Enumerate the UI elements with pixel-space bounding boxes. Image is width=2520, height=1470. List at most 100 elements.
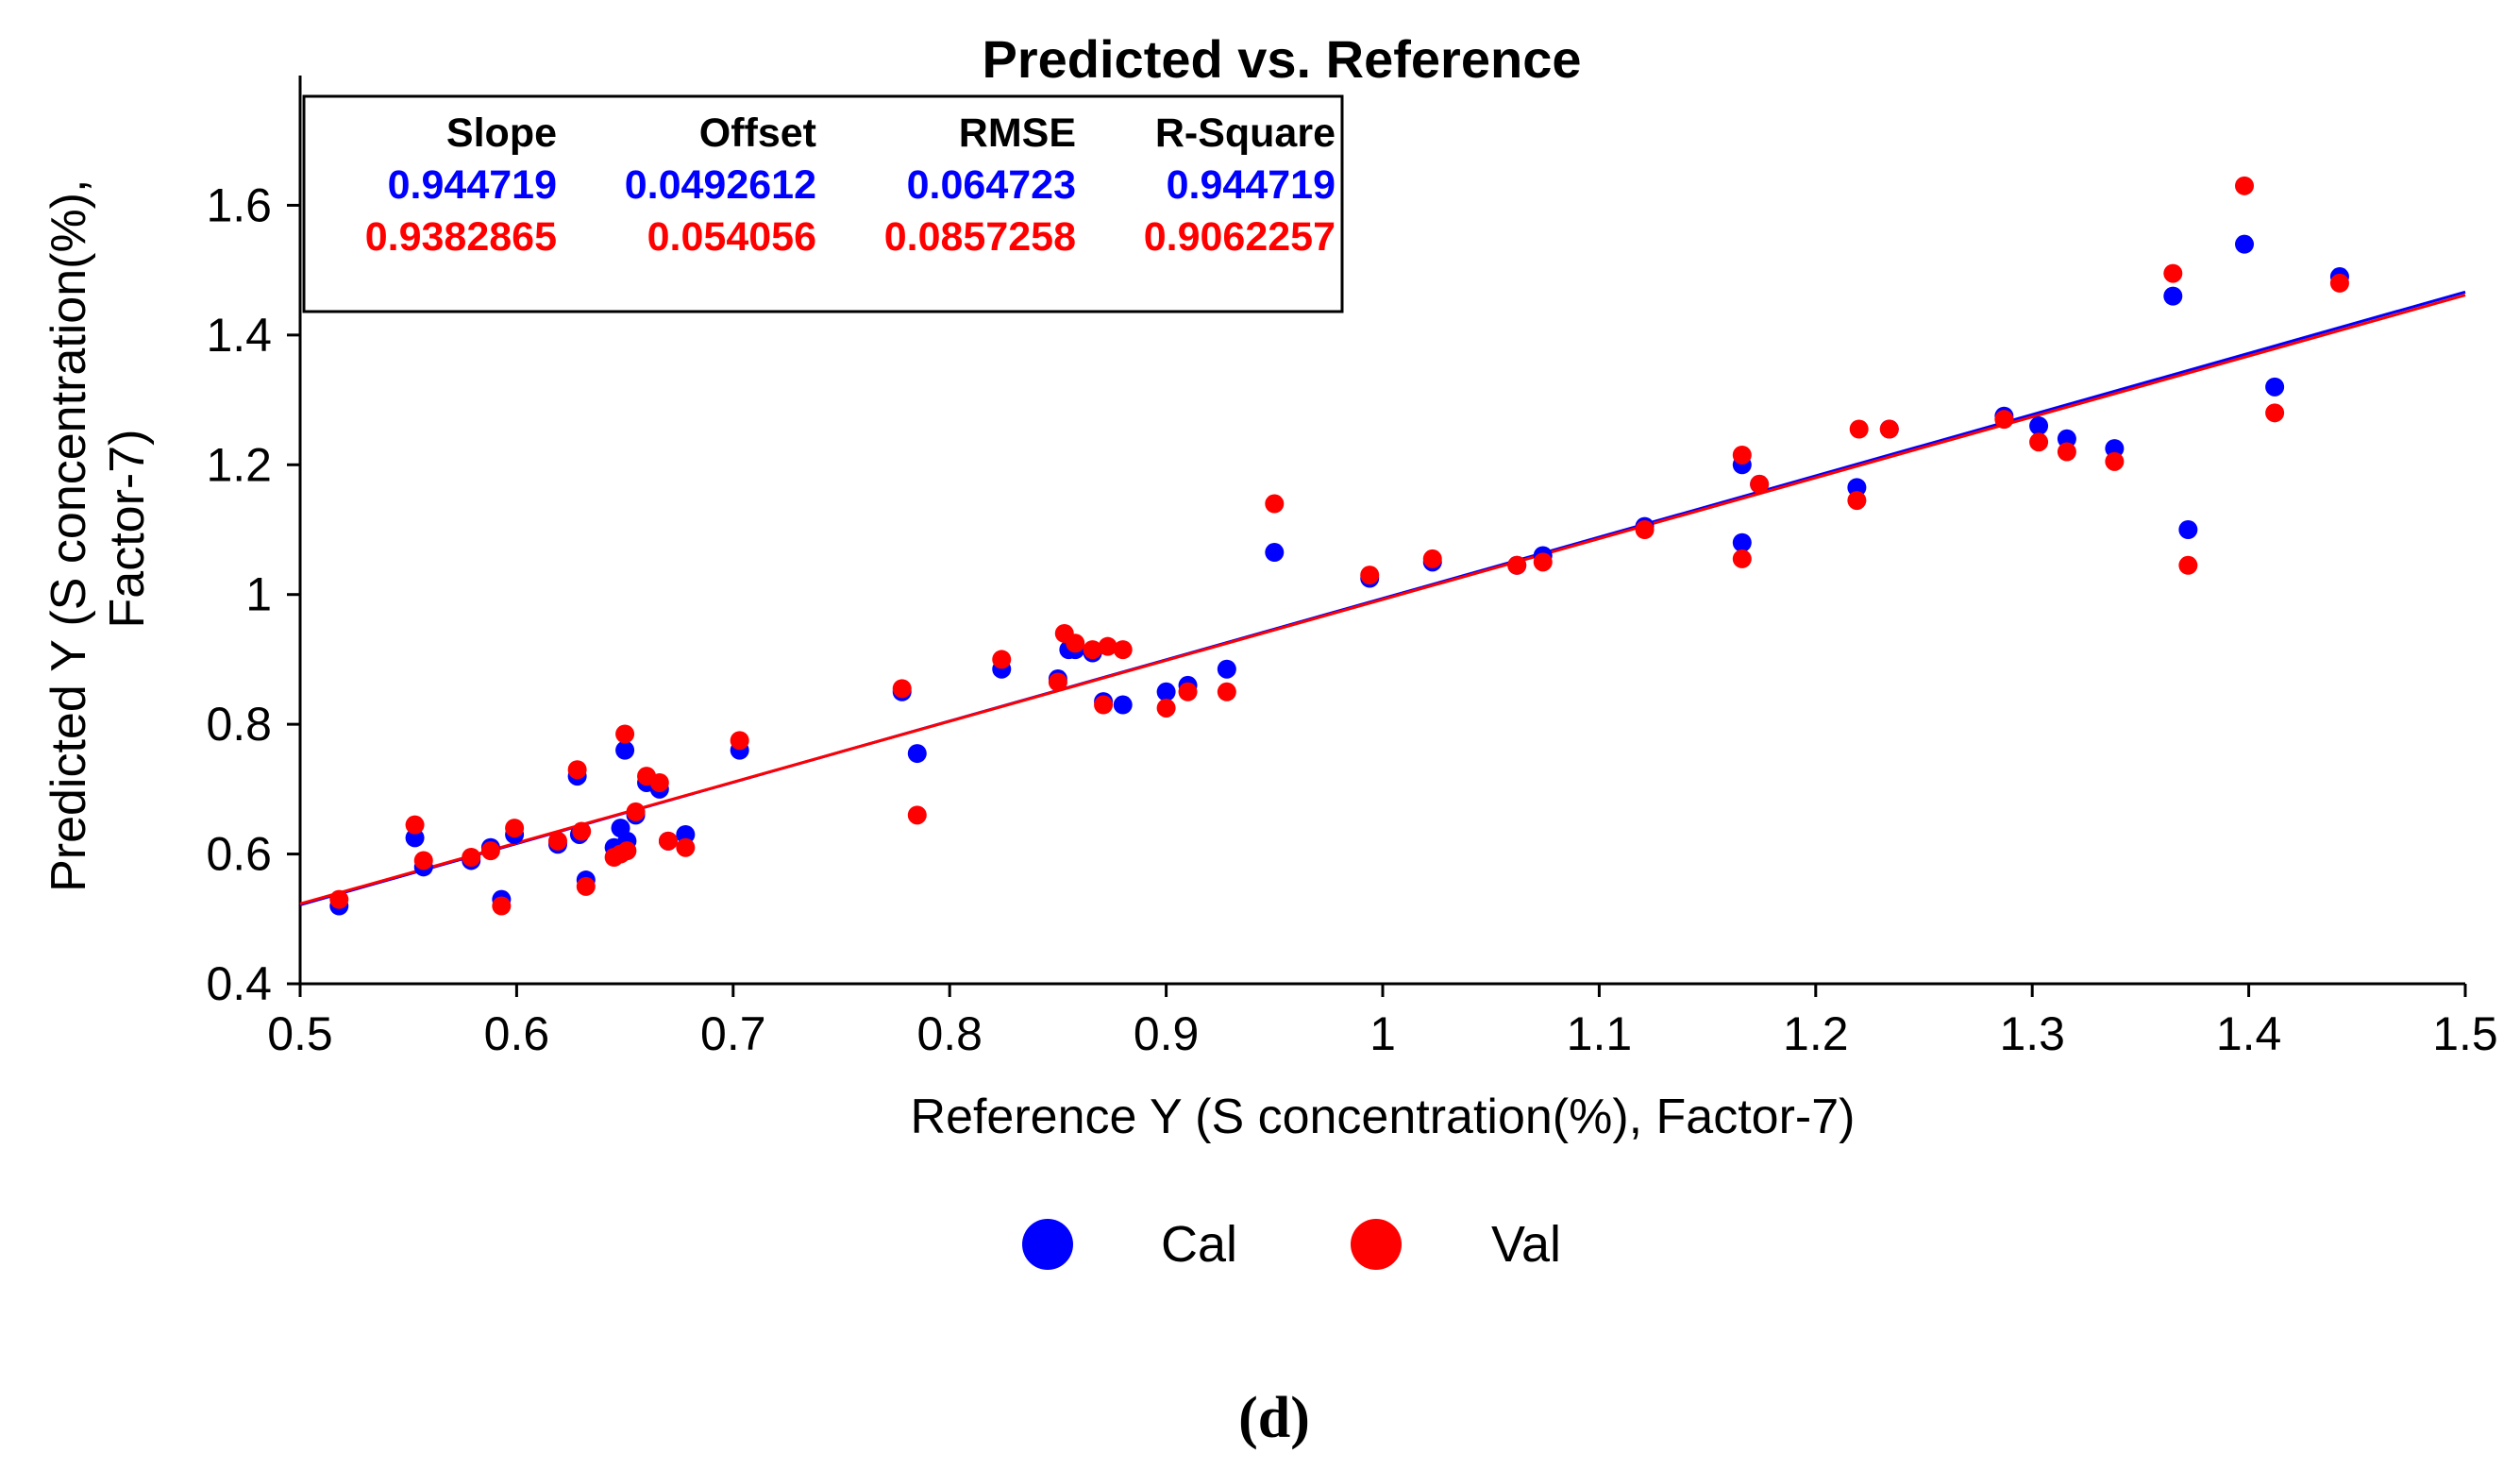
val-point xyxy=(892,679,912,699)
y-tick-label: 1.6 xyxy=(206,178,272,231)
cal-point xyxy=(615,740,635,760)
val-point xyxy=(572,821,592,841)
y-tick-label: 1 xyxy=(245,568,272,621)
val-point xyxy=(1533,552,1553,572)
val-point xyxy=(1360,566,1380,585)
val-point xyxy=(1048,672,1067,692)
val-point xyxy=(907,805,927,825)
val-point xyxy=(567,760,587,780)
val-point xyxy=(1732,549,1752,568)
x-tick-label: 0.8 xyxy=(916,1007,983,1060)
cal-rmse-value: 0.064723 xyxy=(907,162,1076,208)
val-point xyxy=(1732,445,1752,465)
cal-point xyxy=(907,744,927,764)
cal-point xyxy=(676,824,696,844)
cal-point xyxy=(2029,416,2049,436)
val-point xyxy=(730,731,749,751)
val-point xyxy=(2265,403,2285,423)
cal-point xyxy=(1732,532,1752,552)
cal-r-square-value: 0.944719 xyxy=(1167,162,1336,208)
y-tick-label: 0.4 xyxy=(206,957,272,1010)
cal-point xyxy=(2057,429,2076,448)
val-point xyxy=(2178,555,2198,575)
val-point xyxy=(492,896,512,916)
y-tick-label: 0.6 xyxy=(206,828,272,881)
val-regression-line xyxy=(299,294,2466,905)
val-point xyxy=(649,772,669,792)
val-point xyxy=(576,876,596,896)
cal-offset-value: 0.0492612 xyxy=(625,162,816,208)
val-point xyxy=(1098,636,1117,656)
val-point xyxy=(505,819,525,838)
val-point xyxy=(1066,634,1085,653)
val-point xyxy=(1750,474,1770,494)
val-r-square-value: 0.9062257 xyxy=(1144,214,1336,260)
val-point xyxy=(2029,432,2049,452)
legend-cal-marker xyxy=(1022,1219,1073,1270)
val-point xyxy=(405,815,425,835)
x-tick-label: 0.6 xyxy=(484,1007,550,1060)
cal-point xyxy=(405,828,425,848)
cal-point xyxy=(2178,520,2198,539)
cal-point xyxy=(2163,286,2183,306)
val-point xyxy=(2163,263,2183,283)
val-point xyxy=(413,851,433,870)
val-point xyxy=(2235,176,2255,195)
val-point xyxy=(480,841,500,861)
val-point xyxy=(547,831,567,851)
val-point xyxy=(992,650,1012,669)
val-point xyxy=(617,841,637,861)
val-point xyxy=(1422,549,1442,568)
val-point xyxy=(626,802,646,821)
val-point xyxy=(1156,698,1176,718)
val-slope-value: 0.9382865 xyxy=(365,214,557,260)
cal-point xyxy=(1113,695,1133,715)
x-tick-label: 1.3 xyxy=(1999,1007,2065,1060)
val-point xyxy=(676,837,696,857)
val-point xyxy=(1113,640,1133,660)
x-tick-label: 1.2 xyxy=(1783,1007,1849,1060)
val-point xyxy=(1635,520,1655,539)
stats-table-box xyxy=(302,94,1344,313)
y-tick-label: 0.8 xyxy=(206,698,272,751)
val-point xyxy=(1094,695,1114,715)
val-point xyxy=(2105,451,2125,471)
cal-point xyxy=(1265,543,1285,563)
y-tick-label: 1.2 xyxy=(206,438,272,491)
val-point xyxy=(658,831,678,851)
cal-point xyxy=(1217,659,1236,679)
x-tick-label: 1.1 xyxy=(1567,1007,1633,1060)
cal-point xyxy=(2105,439,2125,459)
x-axis-ticks: 0.5 0.6 0.7 0.8 0.9 1 1.1 1.2 1.3 1.4 1.5 xyxy=(267,984,2498,1060)
y-axis-title-line-2: Factor-7) xyxy=(100,430,155,629)
val-point xyxy=(2057,442,2076,462)
regression-lines xyxy=(299,290,2466,906)
val-point xyxy=(462,848,481,868)
val-point xyxy=(1849,419,1869,439)
x-tick-label: 0.5 xyxy=(267,1007,333,1060)
cal-point xyxy=(1847,478,1867,498)
val-offset-value: 0.054056 xyxy=(647,214,816,260)
chart-title: Predicted vs. Reference xyxy=(983,29,1582,89)
cal-point xyxy=(1156,682,1176,701)
val-point xyxy=(329,889,349,909)
val-point xyxy=(1507,555,1527,575)
x-tick-label: 1.5 xyxy=(2432,1007,2498,1060)
cal-point xyxy=(2235,234,2255,254)
y-tick-label: 1.4 xyxy=(206,309,272,362)
val-point xyxy=(615,724,635,744)
stats-header-offset: Offset xyxy=(699,110,816,156)
legend-val-marker xyxy=(1351,1219,1402,1270)
panel-label: (d) xyxy=(1238,1386,1310,1450)
legend: Cal Val xyxy=(1022,1216,1561,1273)
y-axis-title: Predicted Y (S concentration(%), Factor-… xyxy=(42,165,155,892)
plot-area: 0.5 0.6 0.7 0.8 0.9 1 1.1 1.2 1.3 1.4 1.5 0.40.60.… xyxy=(206,76,2498,1060)
y-axis-title-line-1: Predicted Y (S concentration(%), xyxy=(42,179,96,892)
y-axis-ticks: 0.4 0.6 0.8 1 1.2 1.4 1.6 xyxy=(206,178,300,1010)
stats-header-rmse: RMSE xyxy=(959,110,1076,156)
val-rmse-value: 0.0857258 xyxy=(884,214,1076,260)
legend-val-label: Val xyxy=(1491,1216,1561,1273)
x-tick-label: 1 xyxy=(1369,1007,1396,1060)
x-tick-label: 1.4 xyxy=(2216,1007,2282,1060)
